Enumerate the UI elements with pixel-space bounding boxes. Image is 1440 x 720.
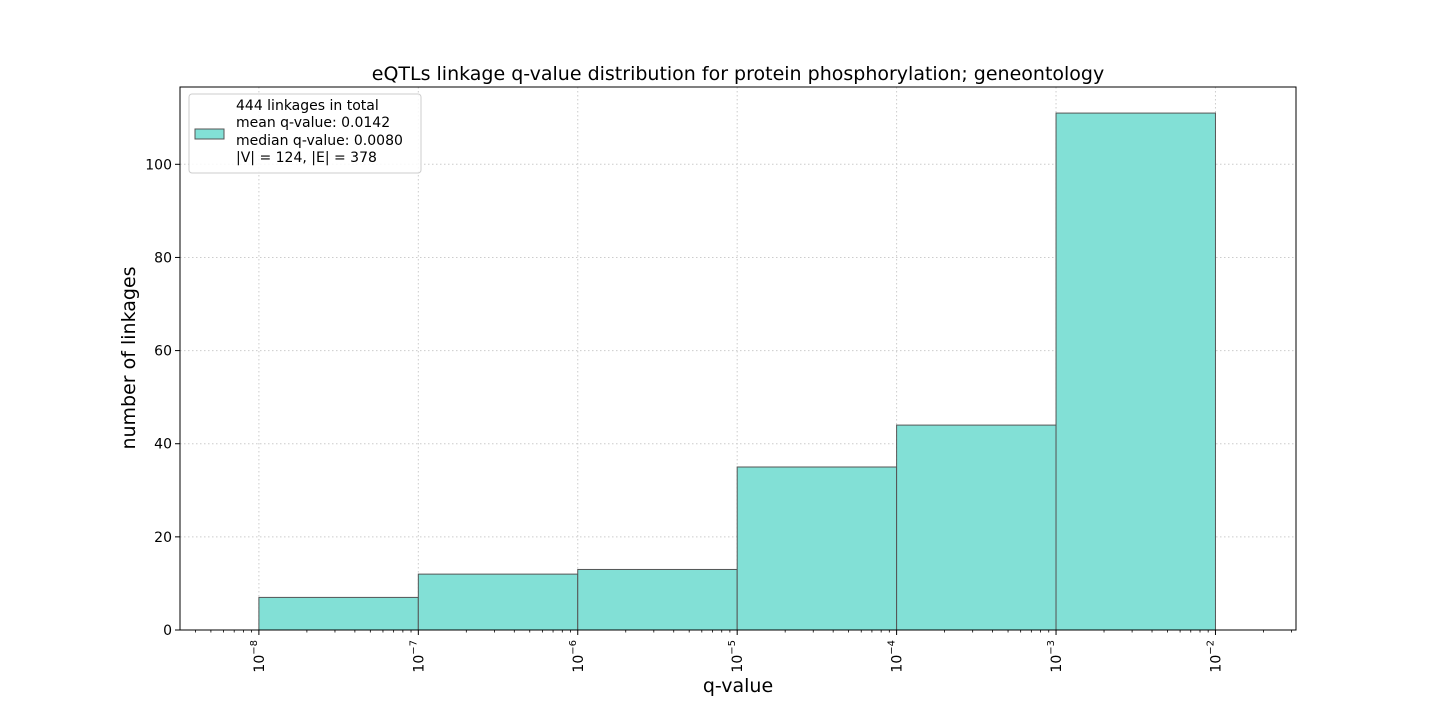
- x-tick-label-4: 10−4: [887, 640, 906, 673]
- histogram-bar-5: [896, 424, 1057, 631]
- x-tick-label-3: 10−5: [727, 640, 746, 673]
- histogram-bar-2: [417, 573, 579, 631]
- svg-text:10−8: 10−8: [249, 640, 268, 673]
- plot-frame: [179, 86, 1297, 631]
- x-axis-label: q-value: [703, 675, 773, 697]
- legend-swatch: [194, 128, 225, 140]
- legend-line-3: median q-value: 0.0080: [236, 133, 403, 149]
- y-tick-label-1: 20: [154, 530, 172, 546]
- svg-text:10−4: 10−4: [887, 640, 906, 673]
- svg-text:10−3: 10−3: [1046, 640, 1065, 673]
- legend-line-4: |V| = 124, |E| = 378: [236, 150, 377, 166]
- legend-line-1: 444 linkages in total: [236, 98, 379, 114]
- y-tick-label-3: 60: [154, 344, 172, 360]
- svg-text:10−7: 10−7: [408, 640, 427, 673]
- chart-title: eQTLs linkage q-value distribution for p…: [372, 63, 1104, 85]
- x-tick-label-6: 10−2: [1205, 640, 1224, 673]
- histogram-bar-4: [736, 466, 898, 631]
- legend-frame: [188, 93, 422, 174]
- legend: 444 linkages in total mean q-value: 0.01…: [188, 93, 422, 174]
- axes-layer: [175, 86, 1297, 635]
- y-tick-label-4: 80: [154, 250, 172, 266]
- svg-text:10−5: 10−5: [727, 640, 746, 673]
- bars-layer: [258, 112, 1216, 631]
- svg-text:10−2: 10−2: [1205, 640, 1224, 673]
- x-tick-label-5: 10−3: [1046, 640, 1065, 673]
- legend-line-2: mean q-value: 0.0142: [236, 115, 390, 131]
- histogram-bar-6: [1055, 112, 1216, 631]
- histogram-bar-1: [258, 596, 419, 631]
- y-tick-label-5: 100: [145, 157, 172, 173]
- x-tick-label-1: 10−7: [408, 640, 427, 673]
- svg-text:10−6: 10−6: [568, 640, 587, 673]
- y-tick-labels: 0 20 40 60 80 100: [145, 157, 172, 639]
- x-tick-label-0: 10−8: [249, 640, 268, 673]
- y-axis-label: number of linkages: [118, 266, 140, 449]
- x-tick-label-2: 10−6: [568, 640, 587, 673]
- histogram-bar-3: [577, 568, 738, 631]
- y-tick-label-0: 0: [163, 623, 172, 639]
- y-tick-label-2: 40: [154, 437, 172, 453]
- x-tick-labels: 10−8 10−7 10−6 10−5 10−4 10−3 10−2: [249, 640, 1225, 673]
